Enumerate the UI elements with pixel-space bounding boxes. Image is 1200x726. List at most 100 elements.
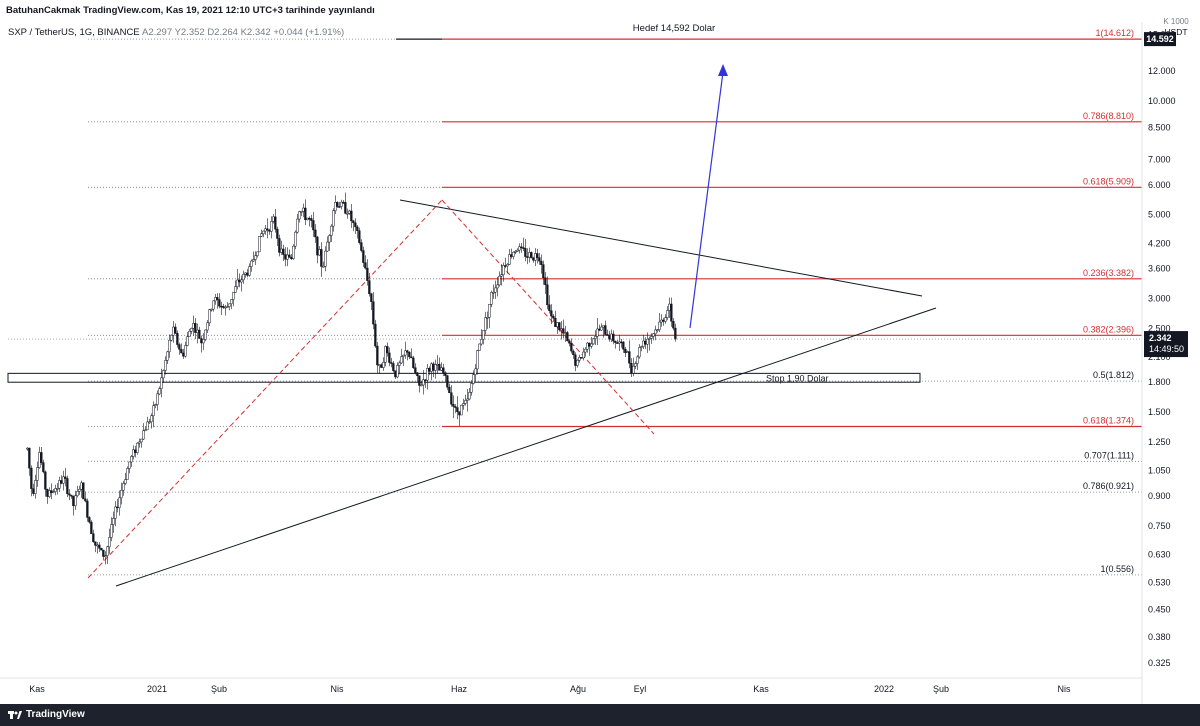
candle-body bbox=[158, 388, 161, 395]
candle-body bbox=[106, 546, 109, 556]
y-tick-label: 10.000 bbox=[1148, 96, 1176, 106]
stop-zone[interactable] bbox=[7, 372, 921, 383]
candle-body bbox=[634, 363, 637, 367]
candle-body bbox=[58, 480, 61, 489]
candle-body bbox=[476, 350, 479, 370]
candle-body bbox=[626, 351, 629, 354]
candle-body bbox=[430, 363, 433, 372]
candle-body bbox=[340, 201, 343, 207]
candle-body bbox=[482, 330, 485, 340]
candle-body bbox=[206, 322, 209, 331]
candle-body bbox=[278, 238, 281, 253]
candle-body bbox=[420, 384, 423, 387]
candle-body bbox=[520, 246, 523, 249]
candle-body bbox=[524, 248, 527, 257]
candle-body bbox=[350, 210, 353, 222]
candle-body bbox=[556, 322, 559, 327]
candle-body bbox=[484, 317, 487, 331]
target-price-badge bbox=[1144, 32, 1176, 47]
y-tick-label: 0.750 bbox=[1148, 521, 1171, 531]
candle-body bbox=[382, 362, 385, 368]
candle-body bbox=[518, 246, 521, 251]
candle-body bbox=[202, 339, 205, 344]
candle-body bbox=[510, 254, 513, 257]
candle-body bbox=[162, 370, 165, 379]
candle-body bbox=[602, 325, 605, 328]
candle-body bbox=[264, 228, 267, 232]
candle-body bbox=[332, 210, 335, 227]
candle-body bbox=[410, 356, 413, 359]
candle-body bbox=[400, 356, 403, 364]
candle-body bbox=[492, 291, 495, 294]
candle-body bbox=[354, 222, 357, 228]
candle-body bbox=[280, 248, 283, 253]
candle-body bbox=[320, 249, 323, 267]
candle-body bbox=[134, 449, 137, 453]
candle-body bbox=[496, 284, 499, 289]
candle-body bbox=[418, 375, 421, 386]
y-tick-label: 0.450 bbox=[1148, 605, 1171, 615]
candle-body bbox=[570, 342, 573, 352]
candle-body bbox=[94, 541, 97, 546]
fib-label: 0.618(1.374) bbox=[1083, 416, 1134, 426]
candle-body bbox=[252, 259, 255, 262]
candle-body bbox=[582, 351, 585, 359]
candle-body bbox=[84, 498, 87, 502]
fib-label: 0.382(2.396) bbox=[1083, 324, 1134, 334]
candle-body bbox=[150, 415, 153, 423]
candle-body bbox=[48, 490, 51, 497]
candle-body bbox=[606, 334, 609, 336]
candle-body bbox=[386, 346, 389, 354]
y-tick-label: 0.900 bbox=[1148, 491, 1171, 501]
target-arrow-line[interactable] bbox=[689, 71, 724, 329]
candle-body bbox=[160, 377, 163, 389]
chart[interactable]: SXP / TetherUS, 1G, BINANCE A2.297 Y2.352… bbox=[0, 0, 1200, 704]
x-tick-label: Ağu bbox=[570, 684, 586, 694]
candle-body bbox=[74, 495, 77, 507]
fib-label: 0.618(5.909) bbox=[1083, 176, 1134, 186]
candle-body bbox=[138, 441, 141, 444]
candle-body bbox=[488, 304, 491, 318]
candle-body bbox=[230, 299, 233, 305]
fib-anchor-dashed-up bbox=[87, 199, 443, 579]
stop-label: Stop 1,90 Dolar bbox=[766, 373, 829, 383]
candle-body bbox=[528, 252, 531, 258]
candle-body bbox=[192, 323, 195, 329]
candle-body bbox=[470, 383, 473, 393]
candle-body bbox=[102, 549, 105, 557]
support-trendline[interactable] bbox=[115, 307, 937, 587]
candle-body bbox=[250, 260, 253, 267]
candle-body bbox=[370, 293, 373, 303]
candle-body bbox=[364, 262, 367, 269]
candle-body bbox=[656, 329, 659, 331]
candle-body bbox=[310, 218, 313, 221]
candle-body bbox=[294, 231, 297, 247]
candle-body bbox=[594, 335, 597, 339]
candle-body bbox=[34, 480, 37, 494]
candle-body bbox=[644, 340, 647, 345]
candle-body bbox=[348, 210, 351, 214]
candle-body bbox=[666, 310, 669, 318]
candle-body bbox=[336, 202, 339, 207]
candle-body bbox=[588, 342, 591, 347]
candle-body bbox=[560, 328, 563, 331]
resistance-trendline[interactable] bbox=[399, 199, 923, 297]
y-tick-label: 0.630 bbox=[1148, 549, 1171, 559]
fib-levels[interactable]: 1(14.612) 0.786(8.810) 0.618(5.909) 0.236(3… bbox=[88, 28, 1142, 576]
candle-body bbox=[118, 497, 121, 508]
candle-body bbox=[284, 254, 287, 260]
candle-body bbox=[62, 476, 65, 484]
candles[interactable] bbox=[26, 192, 677, 565]
candle-body bbox=[504, 265, 507, 267]
candle-body bbox=[542, 264, 545, 279]
candle-body bbox=[60, 480, 63, 484]
candle-body bbox=[480, 339, 483, 345]
candle-body bbox=[608, 335, 611, 340]
candle-body bbox=[80, 482, 83, 490]
candle-body bbox=[316, 236, 319, 256]
candle-body bbox=[668, 303, 671, 311]
candle-body bbox=[98, 544, 101, 549]
candle-body bbox=[646, 338, 649, 345]
candle-body bbox=[360, 242, 363, 251]
candle-body bbox=[306, 217, 309, 220]
